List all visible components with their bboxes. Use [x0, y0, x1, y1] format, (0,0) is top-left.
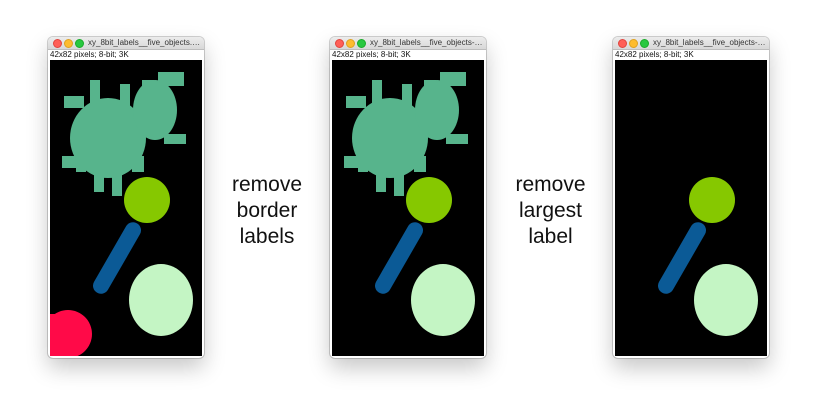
caption-line: remove	[515, 173, 586, 196]
lime-circle	[689, 177, 735, 223]
image-info: 42x82 pixels; 8-bit; 3K	[615, 50, 694, 59]
close-button-icon[interactable]	[335, 39, 344, 48]
blue-ellipse	[375, 222, 423, 294]
caption-line: largest	[518, 199, 583, 222]
image-canvas[interactable]	[50, 60, 202, 356]
pale-green-ellipse	[694, 264, 758, 336]
blue-ellipse	[658, 222, 706, 294]
image-info: 42x82 pixels; 8-bit; 3K	[332, 50, 411, 59]
lime-circle	[406, 177, 452, 223]
blue-ellipse	[93, 222, 141, 294]
window-titlebar[interactable]: xy_8bit_labels__five_objects-k...	[613, 37, 769, 50]
zoom-button-icon[interactable]	[640, 39, 649, 48]
lime-circle	[124, 177, 170, 223]
pale-green-ellipse	[129, 264, 193, 336]
image-info: 42x82 pixels; 8-bit; 3K	[50, 50, 129, 59]
image-canvas[interactable]	[615, 60, 767, 356]
caption-remove-border-labels: remove border labels	[222, 172, 312, 250]
caption-line: labels	[239, 225, 295, 248]
caption-line: label	[528, 225, 573, 248]
pale-green-ellipse	[411, 264, 475, 336]
zoom-button-icon[interactable]	[75, 39, 84, 48]
window-titlebar[interactable]: xy_8bit_labels__five_objects-k...	[330, 37, 486, 50]
close-button-icon[interactable]	[618, 39, 627, 48]
sea-green-blob	[344, 72, 468, 196]
minimize-button-icon[interactable]	[64, 39, 73, 48]
window-title: xy_8bit_labels__five_objects-k...	[653, 38, 766, 47]
zoom-button-icon[interactable]	[357, 39, 366, 48]
image-window-border-removed[interactable]: xy_8bit_labels__five_objects-k... 42x82 …	[330, 37, 486, 358]
image-canvas[interactable]	[332, 60, 484, 356]
caption-line: border	[236, 199, 298, 222]
minimize-button-icon[interactable]	[629, 39, 638, 48]
image-window-largest-removed[interactable]: xy_8bit_labels__five_objects-k... 42x82 …	[613, 37, 769, 358]
sea-green-blob	[62, 72, 186, 196]
image-window-original[interactable]: xy_8bit_labels__five_objects.ti... 42x82…	[48, 37, 204, 358]
window-title: xy_8bit_labels__five_objects-k...	[370, 38, 483, 47]
red-border-object	[50, 310, 92, 356]
window-title: xy_8bit_labels__five_objects.ti...	[88, 38, 201, 47]
caption-remove-largest-label: remove largest label	[503, 172, 598, 250]
window-titlebar[interactable]: xy_8bit_labels__five_objects.ti...	[48, 37, 204, 50]
close-button-icon[interactable]	[53, 39, 62, 48]
caption-line: remove	[231, 173, 303, 196]
minimize-button-icon[interactable]	[346, 39, 355, 48]
